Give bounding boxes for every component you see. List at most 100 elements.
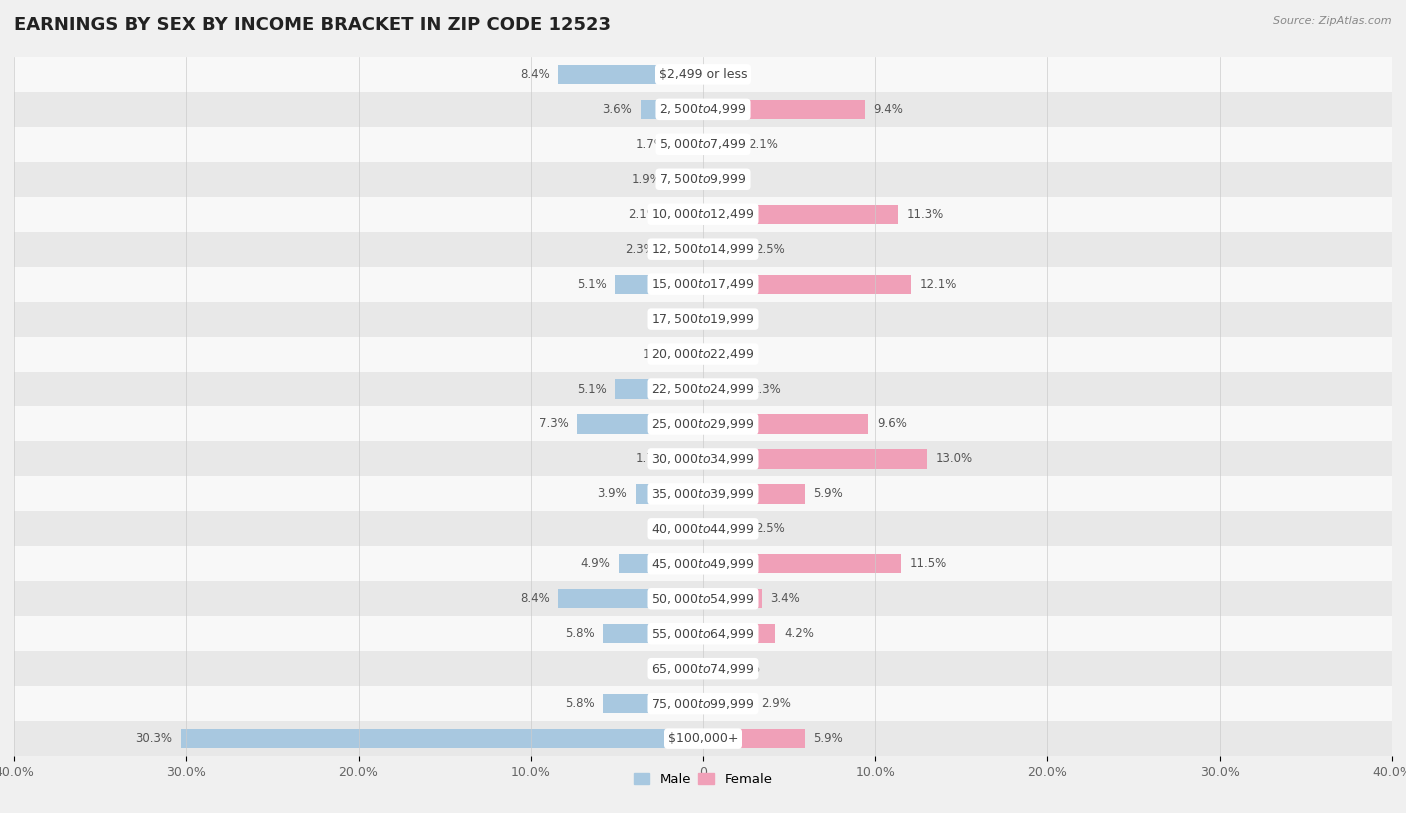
Bar (616, 275, 703, 293)
Text: EARNINGS BY SEX BY INCOME BRACKET IN ZIP CODE 12523: EARNINGS BY SEX BY INCOME BRACKET IN ZIP… (14, 16, 612, 34)
Text: 5.8%: 5.8% (565, 698, 595, 710)
Text: $7,500 to $9,999: $7,500 to $9,999 (659, 172, 747, 186)
Text: 2.9%: 2.9% (762, 698, 792, 710)
Text: 8.4%: 8.4% (520, 593, 550, 605)
Text: 4.9%: 4.9% (581, 558, 610, 570)
Text: 1.9%: 1.9% (631, 173, 662, 185)
Bar (14, 406, 1392, 441)
Bar (14, 232, 1392, 267)
Text: $2,499 or less: $2,499 or less (659, 68, 747, 80)
Bar (703, 485, 804, 503)
Text: 1.7%: 1.7% (636, 138, 665, 150)
Bar (703, 100, 865, 119)
Bar (673, 450, 703, 468)
Bar (666, 205, 703, 224)
Text: 2.3%: 2.3% (626, 243, 655, 255)
Text: 1.1%: 1.1% (731, 663, 761, 675)
Text: $20,000 to $22,499: $20,000 to $22,499 (651, 347, 755, 361)
Bar (14, 162, 1392, 197)
Bar (703, 240, 747, 259)
Text: 11.3%: 11.3% (907, 208, 943, 220)
Text: 3.4%: 3.4% (770, 593, 800, 605)
Bar (703, 554, 901, 573)
Text: 5.9%: 5.9% (813, 733, 844, 745)
Text: 2.1%: 2.1% (628, 208, 658, 220)
Bar (603, 694, 703, 713)
Bar (703, 415, 869, 433)
Bar (558, 65, 703, 84)
Bar (703, 310, 710, 328)
Text: $75,000 to $99,999: $75,000 to $99,999 (651, 697, 755, 711)
Text: $12,500 to $14,999: $12,500 to $14,999 (651, 242, 755, 256)
Text: $30,000 to $34,999: $30,000 to $34,999 (651, 452, 755, 466)
Text: $10,000 to $12,499: $10,000 to $12,499 (651, 207, 755, 221)
Bar (14, 57, 1392, 92)
Bar (14, 372, 1392, 406)
Bar (14, 616, 1392, 651)
Bar (14, 302, 1392, 337)
Text: $17,500 to $19,999: $17,500 to $19,999 (651, 312, 755, 326)
Text: 4.2%: 4.2% (785, 628, 814, 640)
Text: 2.3%: 2.3% (751, 383, 780, 395)
Text: $45,000 to $49,999: $45,000 to $49,999 (651, 557, 755, 571)
Text: $50,000 to $54,999: $50,000 to $54,999 (651, 592, 755, 606)
Bar (14, 546, 1392, 581)
Text: $40,000 to $44,999: $40,000 to $44,999 (651, 522, 755, 536)
Text: 9.4%: 9.4% (873, 103, 904, 115)
Text: $15,000 to $17,499: $15,000 to $17,499 (651, 277, 755, 291)
Text: 0.0%: 0.0% (711, 68, 741, 80)
Bar (693, 659, 703, 678)
Text: $2,500 to $4,999: $2,500 to $4,999 (659, 102, 747, 116)
Text: 1.7%: 1.7% (636, 453, 665, 465)
Text: 13.0%: 13.0% (935, 453, 973, 465)
Text: 30.3%: 30.3% (135, 733, 173, 745)
Bar (619, 554, 703, 573)
Bar (578, 415, 703, 433)
Bar (703, 694, 754, 713)
Bar (681, 345, 703, 363)
Text: 0.0%: 0.0% (665, 313, 695, 325)
Text: 3.6%: 3.6% (603, 103, 633, 115)
Bar (603, 624, 703, 643)
Bar (703, 205, 897, 224)
Bar (14, 92, 1392, 127)
Text: 1.3%: 1.3% (643, 348, 672, 360)
Bar (636, 485, 703, 503)
Bar (703, 380, 742, 398)
Text: $100,000+: $100,000+ (668, 733, 738, 745)
Bar (14, 581, 1392, 616)
Text: 7.3%: 7.3% (538, 418, 568, 430)
Bar (703, 624, 775, 643)
Text: 5.1%: 5.1% (576, 278, 606, 290)
Text: 12.1%: 12.1% (920, 278, 957, 290)
Text: 2.5%: 2.5% (755, 243, 785, 255)
Text: 11.5%: 11.5% (910, 558, 946, 570)
Text: 5.1%: 5.1% (576, 383, 606, 395)
Text: 2.1%: 2.1% (748, 138, 778, 150)
Bar (664, 240, 703, 259)
Text: 0.42%: 0.42% (718, 313, 756, 325)
Bar (14, 197, 1392, 232)
Bar (671, 170, 703, 189)
Text: $22,500 to $24,999: $22,500 to $24,999 (651, 382, 755, 396)
Bar (14, 651, 1392, 686)
Text: 0.0%: 0.0% (711, 348, 741, 360)
Bar (14, 686, 1392, 721)
Bar (703, 729, 804, 748)
Legend: Male, Female: Male, Female (628, 767, 778, 791)
Bar (673, 135, 703, 154)
Text: $5,000 to $7,499: $5,000 to $7,499 (659, 137, 747, 151)
Text: 0.0%: 0.0% (665, 523, 695, 535)
Bar (14, 511, 1392, 546)
Bar (181, 729, 703, 748)
Bar (558, 589, 703, 608)
Bar (703, 589, 762, 608)
Text: $55,000 to $64,999: $55,000 to $64,999 (651, 627, 755, 641)
Text: 5.8%: 5.8% (565, 628, 595, 640)
Bar (14, 721, 1392, 756)
Bar (14, 476, 1392, 511)
Text: 0.0%: 0.0% (711, 173, 741, 185)
Text: 5.9%: 5.9% (813, 488, 844, 500)
Bar (703, 659, 721, 678)
Text: 9.6%: 9.6% (877, 418, 907, 430)
